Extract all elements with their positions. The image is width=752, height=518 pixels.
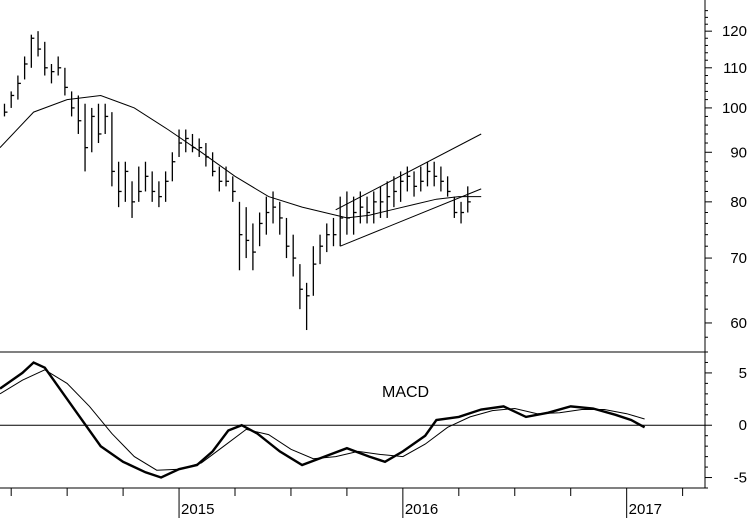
price-bar bbox=[178, 129, 183, 157]
price-bar bbox=[420, 166, 424, 192]
price-bar bbox=[37, 31, 42, 57]
price-bar bbox=[50, 63, 55, 84]
price-bar bbox=[265, 196, 270, 235]
price-bar bbox=[70, 91, 75, 117]
price-bar bbox=[386, 181, 391, 218]
price-bar bbox=[3, 103, 8, 117]
price-bar bbox=[238, 201, 243, 271]
signal-line bbox=[0, 369, 645, 471]
price-bar bbox=[218, 166, 223, 192]
y-tick-label: 80 bbox=[730, 194, 747, 211]
price-bar bbox=[117, 161, 122, 208]
price-bar bbox=[151, 171, 156, 202]
price-bar bbox=[379, 186, 384, 218]
price-bar bbox=[131, 181, 136, 218]
price-bar bbox=[44, 41, 48, 76]
price-bar bbox=[158, 181, 162, 208]
price-bar bbox=[460, 201, 465, 224]
price-bar bbox=[191, 133, 196, 153]
x-tick-label: 2017 bbox=[629, 501, 662, 518]
price-bar bbox=[467, 186, 471, 213]
moving-average-line bbox=[0, 94, 482, 219]
trend-channel-line bbox=[340, 188, 482, 247]
price-bar bbox=[164, 171, 169, 202]
price-bar bbox=[77, 95, 82, 134]
price-bar bbox=[339, 196, 344, 247]
price-bar bbox=[440, 166, 444, 192]
price-bar bbox=[91, 107, 95, 153]
price-bar bbox=[319, 234, 324, 265]
price-bar bbox=[393, 176, 397, 208]
price-bar bbox=[171, 152, 176, 182]
price-bar bbox=[426, 161, 431, 187]
price-bar bbox=[352, 196, 357, 235]
price-bar bbox=[211, 152, 216, 177]
price-bar bbox=[305, 282, 310, 331]
price-bar bbox=[198, 138, 203, 157]
price-bar bbox=[446, 176, 451, 197]
x-tick-label: 2015 bbox=[181, 501, 214, 518]
price-bar bbox=[84, 103, 89, 172]
price-bar bbox=[64, 67, 68, 96]
price-bar bbox=[272, 191, 277, 224]
price-bar bbox=[292, 234, 297, 277]
price-bar bbox=[205, 143, 209, 167]
price-bar bbox=[258, 212, 263, 247]
y-tick-label: 60 bbox=[730, 315, 747, 332]
price-bar bbox=[433, 161, 438, 187]
y-tick-label: 120 bbox=[722, 23, 747, 40]
price-bar bbox=[299, 264, 303, 310]
price-bar bbox=[366, 196, 371, 224]
price-bar bbox=[111, 112, 115, 187]
macd-line bbox=[0, 361, 646, 479]
price-bar bbox=[10, 91, 15, 108]
y-tick-label: 90 bbox=[730, 144, 747, 161]
price-bar bbox=[413, 171, 418, 197]
y-tick-label: 70 bbox=[730, 250, 747, 267]
price-bar bbox=[332, 217, 337, 247]
price-bar bbox=[104, 103, 109, 134]
price-panel bbox=[0, 31, 482, 331]
macd-y-tick-label: 5 bbox=[739, 365, 747, 382]
price-bar bbox=[185, 129, 189, 153]
y-tick-label: 110 bbox=[723, 60, 747, 77]
price-bar bbox=[23, 56, 28, 80]
price-bar bbox=[225, 166, 230, 187]
price-bar bbox=[406, 166, 411, 192]
price-bar bbox=[279, 201, 283, 235]
price-bar bbox=[326, 223, 330, 253]
price-bar bbox=[245, 207, 250, 259]
price-bar bbox=[124, 161, 129, 202]
price-bar bbox=[285, 217, 290, 259]
price-bar bbox=[312, 246, 317, 296]
price-bar bbox=[346, 191, 350, 235]
macd-y-tick-label: -5 bbox=[734, 470, 747, 487]
price-bar bbox=[30, 34, 35, 68]
price-bar bbox=[373, 191, 377, 224]
macd-panel: MACD bbox=[0, 361, 705, 479]
macd-title: MACD bbox=[382, 384, 429, 401]
y-tick-label: 100 bbox=[722, 100, 747, 117]
price-bar bbox=[57, 56, 62, 76]
x-tick-label: 2016 bbox=[405, 501, 438, 518]
trend-channel-line bbox=[335, 133, 482, 211]
macd-y-tick-label: 0 bbox=[739, 417, 747, 434]
price-bar bbox=[97, 103, 102, 144]
price-bar bbox=[252, 223, 256, 271]
price-bar bbox=[232, 176, 236, 202]
price-bar bbox=[17, 75, 21, 100]
price-bar bbox=[144, 161, 149, 192]
price-bar bbox=[138, 166, 142, 202]
